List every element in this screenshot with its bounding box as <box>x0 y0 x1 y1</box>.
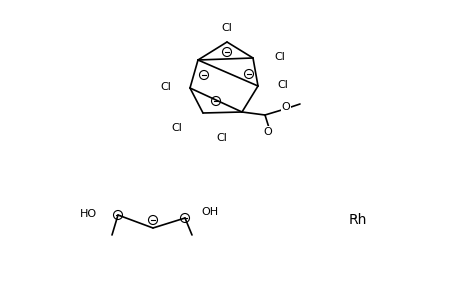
Text: Cl: Cl <box>221 23 232 33</box>
Text: OH: OH <box>201 207 218 217</box>
Text: Rh: Rh <box>348 213 366 227</box>
Text: Cl: Cl <box>160 82 171 92</box>
Text: Cl: Cl <box>274 52 285 62</box>
Text: O: O <box>281 102 290 112</box>
Text: O: O <box>263 127 272 137</box>
Text: Cl: Cl <box>277 80 288 90</box>
Text: HO: HO <box>79 209 96 219</box>
Text: Cl: Cl <box>216 133 227 143</box>
Text: Cl: Cl <box>171 123 182 133</box>
